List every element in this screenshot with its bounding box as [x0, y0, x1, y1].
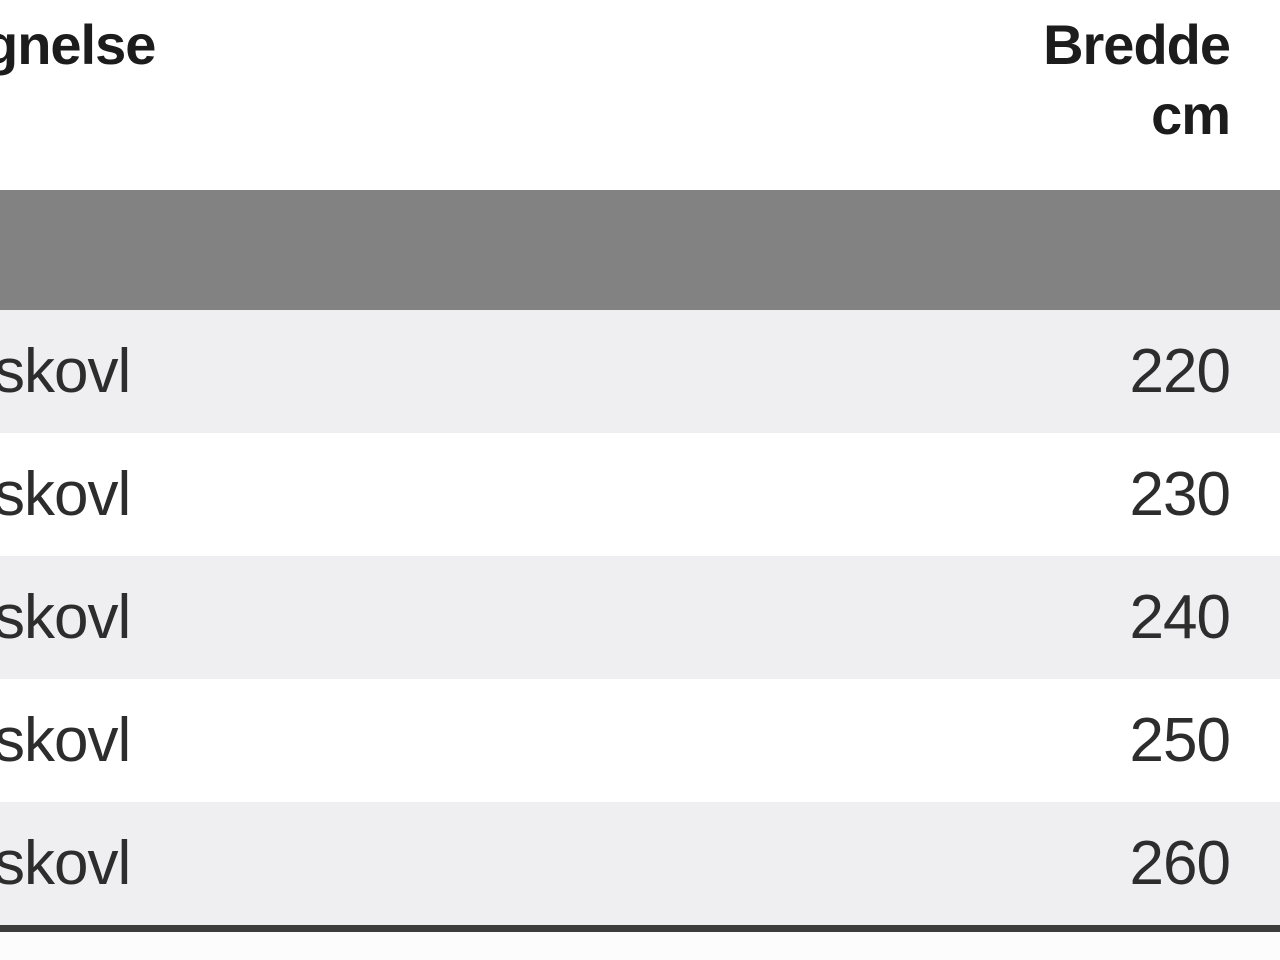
product-name-cell: skovl — [0, 460, 131, 529]
product-name-cell: skovl — [0, 706, 131, 775]
width-value-cell: 230 — [1129, 460, 1231, 529]
column-header-name: gnelse — [0, 13, 156, 76]
column-header-width-line1: Bredde — [1043, 13, 1231, 76]
width-value-cell: 260 — [1129, 829, 1231, 898]
width-value-cell: 250 — [1129, 706, 1231, 775]
table-row: skovl 240 — [0, 556, 1280, 679]
table-row: skovl 260 — [0, 802, 1280, 925]
width-value-cell: 220 — [1129, 337, 1231, 406]
column-header-width-line2: cm — [1151, 83, 1231, 146]
column-header-width: Bredde cm — [1043, 10, 1231, 150]
footer-whitespace — [0, 932, 1280, 960]
product-name-cell: skovl — [0, 583, 131, 652]
product-name-cell: skovl — [0, 829, 131, 898]
table-bottom-border — [0, 925, 1280, 932]
table-row: skovl 220 — [0, 310, 1280, 433]
table-row: skovl 250 — [0, 679, 1280, 802]
width-value-cell: 240 — [1129, 583, 1231, 652]
section-banner-band — [0, 190, 1280, 310]
table-header-row: gnelse Bredde cm — [0, 0, 1280, 190]
table-row: skovl 230 — [0, 433, 1280, 556]
table-body: skovl 220 skovl 230 skovl 240 skovl 250 … — [0, 310, 1280, 925]
product-name-cell: skovl — [0, 337, 131, 406]
